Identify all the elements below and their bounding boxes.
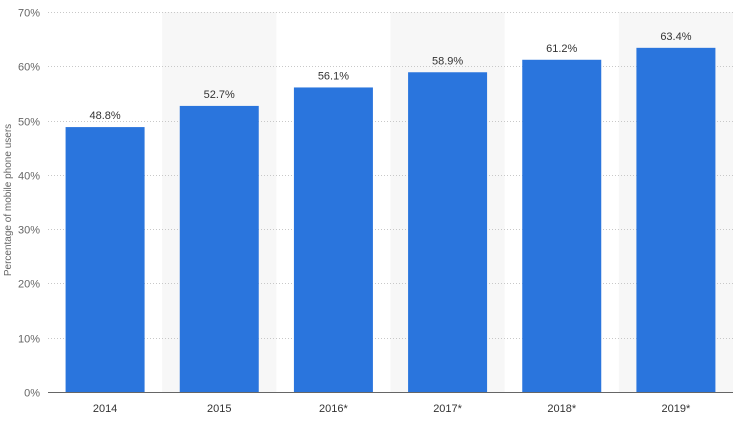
x-tick-label: 2018*: [547, 403, 576, 415]
y-tick-label: 30%: [18, 225, 40, 237]
bar: [293, 87, 373, 392]
bar: [636, 47, 716, 392]
x-tick-label: 2016*: [319, 403, 348, 415]
data-label: 63.4%: [660, 31, 691, 43]
bar: [179, 105, 259, 393]
y-tick-label: 70%: [18, 8, 40, 20]
bar: [522, 59, 602, 393]
x-axis: 2014 2015 2016* 2017* 2018* 2019*: [48, 392, 733, 415]
y-tick-label: 40%: [18, 171, 40, 183]
data-label: 61.2%: [546, 43, 577, 55]
y-axis: 0% 10% 20% 30% 40% 50% 60% 70%: [18, 8, 40, 400]
bars: [65, 47, 716, 393]
data-label: 56.1%: [318, 70, 349, 82]
bar: [65, 127, 145, 392]
y-tick-label: 20%: [18, 279, 40, 291]
bar: [408, 72, 488, 392]
data-label: 48.8%: [89, 110, 120, 122]
x-tick-label: 2015: [207, 403, 231, 415]
x-tick-label: 2017*: [433, 403, 462, 415]
y-tick-label: 50%: [18, 117, 40, 129]
y-tick-label: 10%: [18, 334, 40, 346]
data-label: 58.9%: [432, 55, 463, 67]
y-axis-title: Percentage of mobile phone users: [3, 124, 14, 276]
y-tick-label: 60%: [18, 62, 40, 74]
data-label: 52.7%: [204, 89, 235, 101]
x-tick-label: 2019*: [662, 403, 691, 415]
y-tick-label: 0%: [24, 388, 40, 400]
gridlines: [48, 12, 733, 339]
x-tick-label: 2014: [93, 403, 117, 415]
data-labels: 48.8% 52.7% 56.1% 58.9% 61.2% 63.4%: [89, 31, 691, 122]
